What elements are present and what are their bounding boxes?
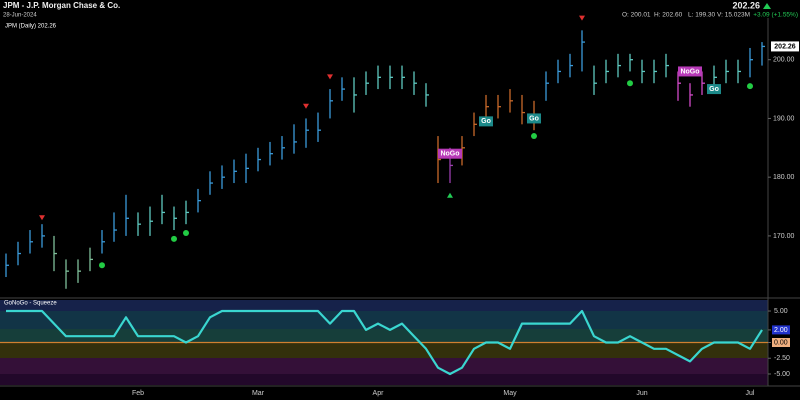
y-tick-label: 0.00 — [774, 339, 788, 346]
last-price: 202.26 — [732, 0, 760, 10]
annotation: Go — [481, 118, 491, 125]
annotation-box — [678, 66, 702, 77]
band — [0, 374, 768, 385]
go-dot — [747, 83, 753, 90]
value-tag — [772, 325, 790, 335]
x-tick-label: Apr — [373, 390, 385, 397]
up-arrow — [763, 3, 771, 9]
change: +3.09 (+1.55%) — [753, 12, 798, 19]
triangle-down — [303, 103, 309, 109]
y-tick-label: 200.00 — [773, 57, 795, 64]
y-tick-label: -5.00 — [774, 371, 790, 378]
triangle-up — [447, 192, 453, 198]
zero-tag — [772, 338, 790, 347]
triangle-down — [579, 15, 585, 21]
annotation: NoGo — [440, 151, 459, 158]
band — [0, 300, 768, 311]
annotation-box — [707, 84, 721, 95]
x-tick-label: Jun — [636, 390, 647, 397]
band — [0, 342, 768, 358]
x-tick-label: Feb — [132, 390, 144, 397]
y-tick-label: 180.00 — [773, 174, 795, 181]
y-tick-label: 5.00 — [774, 308, 788, 315]
annotation: NoGo — [680, 68, 699, 75]
low: L: 199.30 — [688, 12, 715, 19]
legend: JPM (Daily) 202.26 — [5, 24, 57, 30]
band — [0, 311, 768, 329]
y-tick-label: -2.50 — [774, 355, 790, 362]
volume: V: 15.023M — [717, 12, 750, 19]
title: JPM - J.P. Morgan Chase & Co. — [3, 1, 120, 10]
go-dot — [171, 235, 177, 242]
annotation-box — [527, 113, 541, 124]
go-dot — [531, 133, 537, 140]
high: H: 202.60 — [654, 12, 683, 19]
annotation-box — [479, 116, 493, 127]
oscillator-line — [6, 309, 763, 376]
x-tick-label: Jul — [746, 390, 755, 397]
go-dot — [627, 80, 633, 87]
price-tag — [771, 41, 799, 52]
y-tick-label: 190.00 — [773, 115, 795, 122]
triangle-down — [39, 215, 45, 221]
open: O: 200.01 — [622, 12, 651, 19]
x-tick-label: Mar — [252, 390, 265, 397]
osc-title: GoNoGo - Squeeze — [4, 301, 57, 307]
date: 28-Jun-2024 — [3, 13, 37, 19]
band — [0, 358, 768, 374]
annotation: Go — [529, 115, 539, 122]
x-tick-label: May — [503, 390, 517, 397]
y-tick-label: 170.00 — [773, 233, 795, 240]
annotation: Go — [709, 86, 719, 93]
price-tag-label: 202.26 — [774, 43, 796, 50]
annotation-box — [438, 148, 462, 159]
triangle-down — [327, 74, 333, 80]
go-dot — [99, 262, 105, 269]
y-tick-label: 2.00 — [774, 327, 788, 334]
go-dot — [183, 229, 189, 236]
